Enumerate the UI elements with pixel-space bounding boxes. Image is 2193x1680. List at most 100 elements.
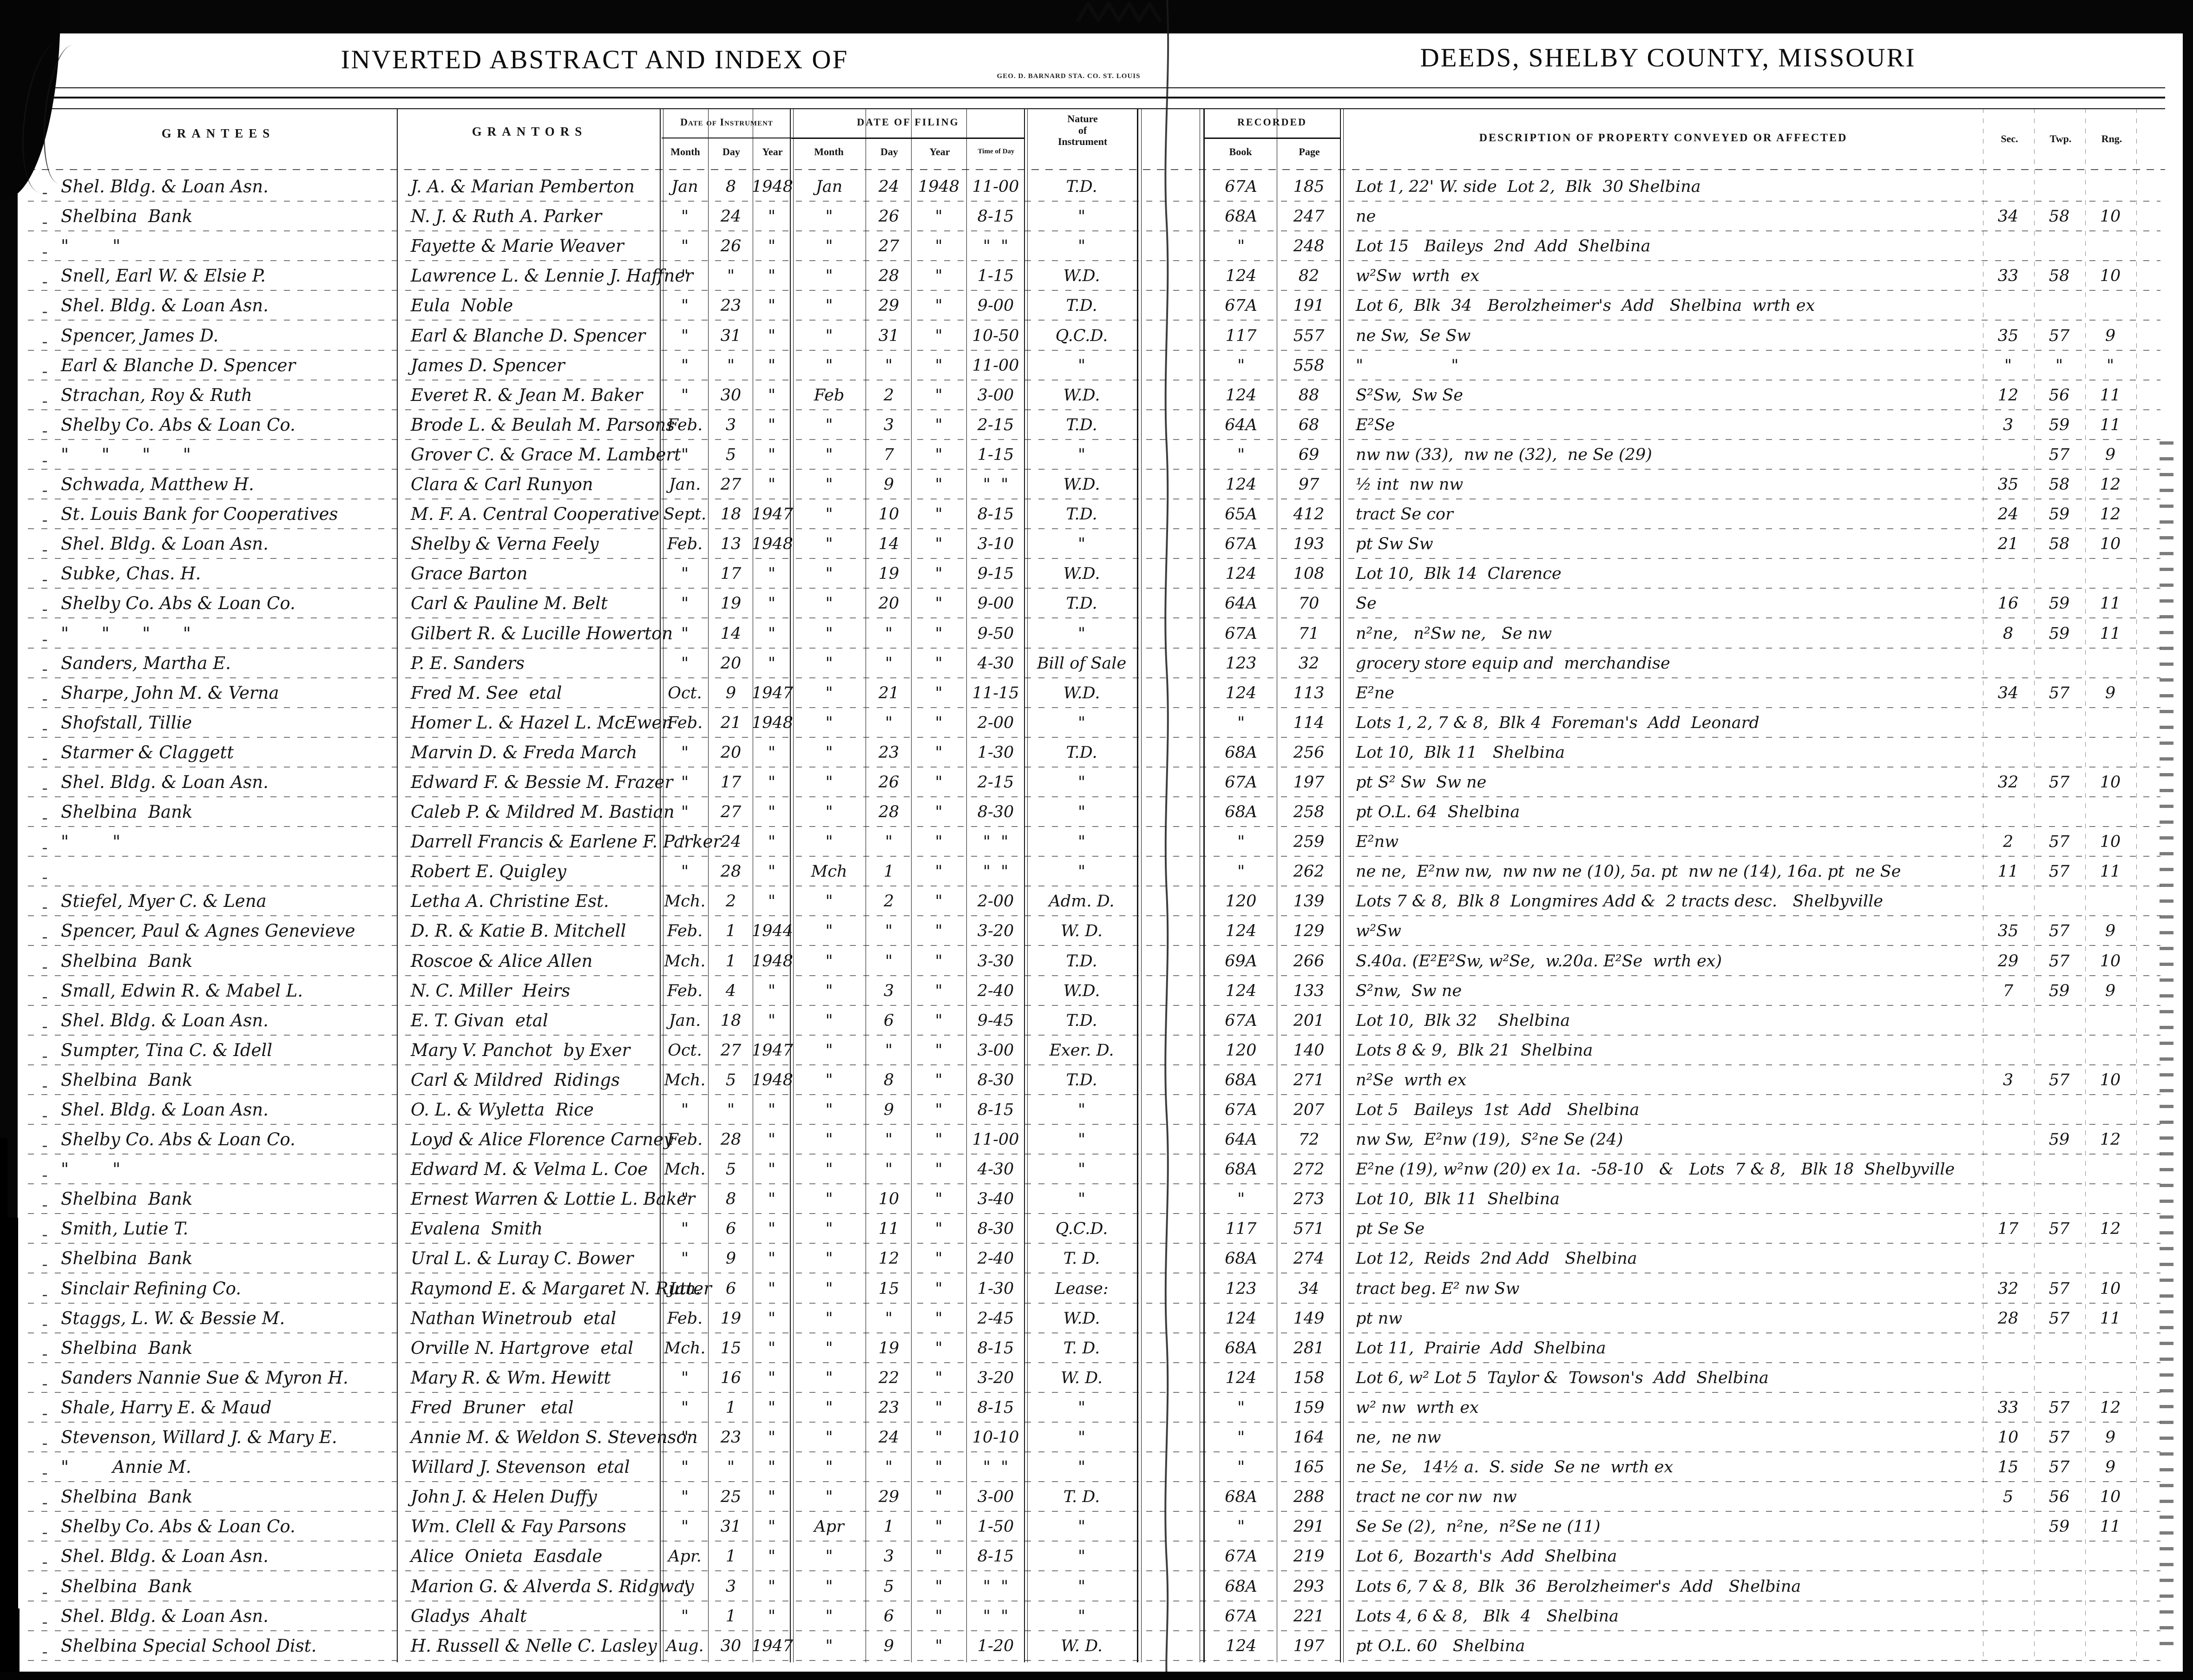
- rng-cell: [2085, 1038, 2135, 1063]
- nature-cell: ": [1077, 1458, 1086, 1477]
- book-cell: 69A: [1225, 952, 1257, 971]
- twp-cell: 57: [2049, 952, 2070, 971]
- table-row: Stevenson, Willard J. & Mary E. Annie M. …: [0, 1423, 2193, 1453]
- ledger-page: [18, 33, 2183, 1672]
- time-cell: 8-15: [977, 1339, 1014, 1358]
- desc-cell: Lots 8 & 9, Blk 21 Shelbina: [1356, 1041, 1593, 1060]
- grantee-cell: Sanders, Martha E.: [61, 653, 231, 673]
- i_dy-cell: 2: [725, 892, 736, 911]
- i_dy-cell: 8: [725, 177, 736, 197]
- twp-cell: 57: [2049, 1220, 2070, 1239]
- f_yr-cell: ": [935, 1070, 943, 1089]
- i_dy-cell: 15: [720, 1339, 742, 1358]
- f_mo-cell: ": [825, 267, 833, 286]
- recorded-sub-rule: [1203, 138, 1341, 139]
- book-cell: ": [1237, 445, 1245, 464]
- page-cell: 412: [1293, 505, 1325, 524]
- table-row: Sumpter, Tina C. & Idell Mary V. Panchot …: [0, 1036, 2193, 1065]
- grantor-cell: Gladys Ahalt: [411, 1606, 527, 1626]
- i_dy-cell: 20: [720, 654, 742, 673]
- i_mo-cell: Jan.: [669, 1011, 701, 1030]
- time-cell: 9-00: [977, 594, 1014, 613]
- column-header-recorded: RECORDED: [1237, 116, 1307, 128]
- book-cell: ": [1237, 356, 1245, 375]
- f_mo-cell: ": [825, 1368, 833, 1387]
- column-header-description: DESCRIPTION OF PROPERTY CONVEYED OR AFFE…: [1479, 132, 1848, 144]
- f_mo-cell: ": [825, 1309, 833, 1328]
- grantor-cell: Marion G. & Alverda S. Ridgway: [411, 1576, 694, 1596]
- i_yr-cell: ": [768, 445, 776, 464]
- scan-right-edge: [2160, 441, 2173, 1649]
- sec-cell: 8: [2003, 624, 2014, 643]
- grantor-cell: Roscoe & Alice Allen: [411, 951, 593, 971]
- i_dy-cell: 24: [720, 207, 742, 226]
- time-cell: 2-00: [977, 713, 1014, 732]
- time-cell: 1-30: [977, 743, 1014, 762]
- f_dy-cell: 28: [878, 267, 900, 286]
- grantee-cell: Starmer & Claggett: [61, 742, 234, 762]
- twp-cell: [2034, 1038, 2084, 1063]
- f_mo-cell: ": [825, 296, 833, 315]
- sec-cell: 35: [1997, 922, 2019, 941]
- grantor-cell: Darrell Francis & Earlene F. Parker: [411, 832, 722, 852]
- time-cell: " ": [983, 1458, 1009, 1477]
- desc-cell: pt S² Sw Sw ne: [1356, 773, 1487, 792]
- i_mo-cell: ": [681, 237, 689, 256]
- rng-cell: [2085, 1187, 2135, 1211]
- twp-cell: [2034, 1336, 2084, 1360]
- column-header-nature: Nature of Instrument: [1057, 113, 1108, 148]
- nature-cell: ": [1077, 773, 1086, 792]
- rng-cell: 10: [2100, 1070, 2121, 1089]
- book-cell: 68A: [1225, 803, 1257, 822]
- nature-cell: ": [1077, 1101, 1086, 1119]
- time-cell: " ": [983, 1577, 1009, 1596]
- f_yr-cell: ": [935, 1398, 943, 1417]
- table-row: Subke, Chas. H. Grace Barton " 17 " " 19 " 9-15 W…: [0, 559, 2193, 589]
- i_dy-cell: 17: [720, 564, 742, 584]
- f_mo-cell: ": [825, 594, 833, 613]
- twp-cell: 57: [2049, 445, 2070, 464]
- grantee-cell: Shel. Bldg. & Loan Asn.: [61, 1546, 269, 1567]
- time-cell: 9-15: [977, 564, 1014, 584]
- rng-cell: 9: [2105, 683, 2116, 702]
- sec-cell: 33: [1997, 267, 2019, 286]
- time-cell: 3-00: [977, 1041, 1014, 1060]
- i_dy-cell: 3: [725, 1577, 736, 1596]
- page-cell: 34: [1298, 1279, 1320, 1298]
- i_mo-cell: Feb.: [667, 415, 703, 434]
- f_yr-cell: ": [935, 1011, 943, 1030]
- rng-cell: [2085, 175, 2135, 199]
- book-cell: 124: [1225, 564, 1257, 584]
- page-cell: 159: [1293, 1398, 1325, 1417]
- rng-cell: 11: [2100, 624, 2121, 643]
- table-row: Shel. Bldg. & Loan Asn. Shelby & Verna Fe…: [0, 529, 2193, 559]
- f_yr-cell: ": [935, 207, 943, 226]
- dof-sub-rule: [791, 138, 1025, 139]
- twp-cell: [2034, 175, 2084, 199]
- twp-cell: [2034, 1575, 2084, 1599]
- page-cell: 201: [1293, 1011, 1325, 1030]
- table-row: Strachan, Roy & Ruth Everet R. & Jean M. …: [0, 381, 2193, 410]
- f_mo-cell: ": [825, 683, 833, 702]
- page-cell: 256: [1293, 743, 1325, 762]
- table-row: Staggs, L. W. & Bessie M. Nathan Winetrou…: [0, 1304, 2193, 1333]
- page-cell: 129: [1293, 922, 1325, 941]
- f_mo-cell: ": [825, 475, 833, 494]
- f_yr-cell: ": [935, 594, 943, 613]
- page-cell: 272: [1293, 1160, 1325, 1179]
- sec-cell: 24: [1997, 505, 2019, 524]
- rng-cell: 10: [2100, 952, 2121, 971]
- sec-cell: [1983, 741, 2033, 765]
- i_mo-cell: ": [681, 1517, 689, 1536]
- i_dy-cell: 31: [720, 1517, 742, 1536]
- i_mo-cell: ": [681, 296, 689, 315]
- time-cell: 2-40: [977, 981, 1014, 1000]
- page-cell: 273: [1293, 1190, 1325, 1209]
- sec-cell: 21: [1997, 535, 2019, 554]
- grantee-cell: Schwada, Matthew H.: [61, 474, 254, 495]
- time-cell: 3-20: [977, 922, 1014, 941]
- twp-cell: [2034, 1634, 2084, 1658]
- column-header-sec: Sec.: [2001, 133, 2018, 144]
- i_yr-cell: ": [768, 415, 776, 434]
- time-cell: 1-50: [977, 1517, 1014, 1536]
